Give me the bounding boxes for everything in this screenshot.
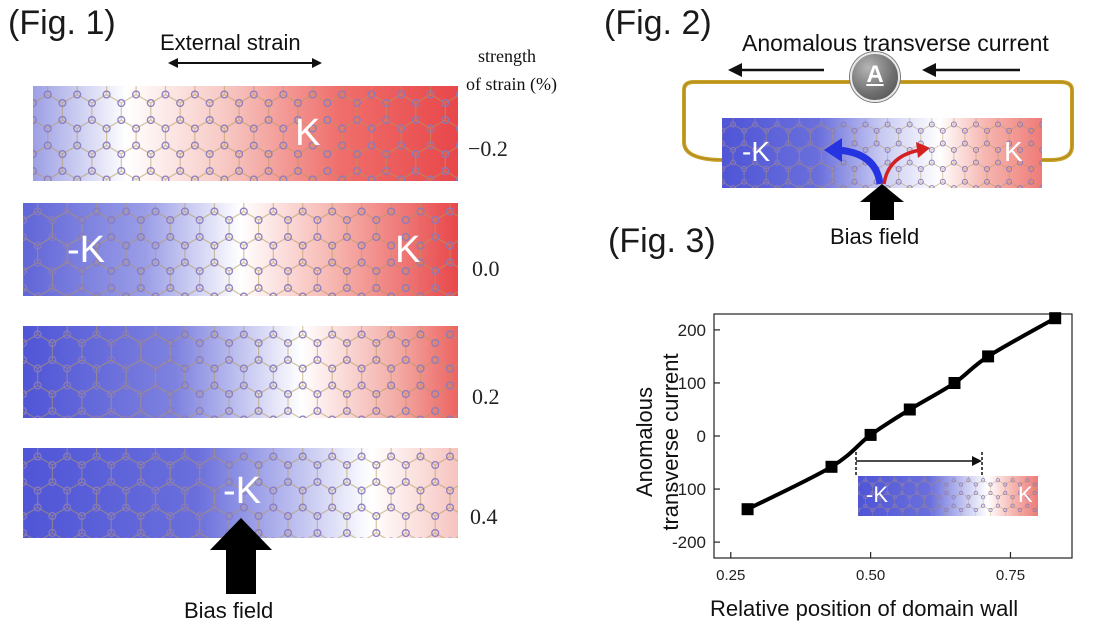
y-tick-label: 0 <box>697 427 706 446</box>
y-tick-label: -100 <box>672 480 706 499</box>
plot-frame <box>713 313 1073 559</box>
data-point <box>864 428 877 441</box>
fig1-label: (Fig. 1) <box>8 4 116 42</box>
strain-strip-2: -K K <box>23 203 458 296</box>
y-axis-label: Anomalous transverse current <box>596 312 683 572</box>
fig2-bias-field-label: Bias field <box>830 224 920 249</box>
fig2-label: (Fig. 2) <box>604 4 712 42</box>
k-valley-label: K <box>1004 136 1023 167</box>
data-point <box>903 403 916 416</box>
minus-k-valley-label: -K <box>67 229 105 271</box>
data-point <box>825 460 838 473</box>
fig2-title: Anomalous transverse current <box>742 30 1049 56</box>
k-valley-label: K <box>1018 482 1033 507</box>
current-arrow-left-icon <box>922 63 1020 77</box>
minus-k-valley-label: -K <box>742 136 770 167</box>
strain-value-1: −0.2 <box>468 136 508 161</box>
current-arrow-left-icon <box>728 63 824 77</box>
inset-range-arrow-icon <box>855 452 983 476</box>
minus-k-valley-label: -K <box>223 470 261 512</box>
y-tick-label: 100 <box>678 374 706 393</box>
strain-strip-1: K <box>33 86 458 181</box>
data-point <box>1049 312 1062 325</box>
strength-label-line1: strength <box>478 46 536 66</box>
strength-label-line2: of strain (%) <box>466 74 557 94</box>
external-strain-label: External strain <box>160 30 301 55</box>
x-tick-label: 0.25 <box>716 567 745 584</box>
inset-strip: -K K <box>858 476 1038 516</box>
data-point <box>741 503 754 516</box>
bias-field-arrow-icon <box>860 184 904 220</box>
y-tick-label: -200 <box>672 533 706 552</box>
y-axis-label-line1: Anomalous <box>632 386 657 498</box>
k-valley-label: K <box>295 112 321 154</box>
domain-wall-chart: -200 -100 0 100 200 0.25 0.50 0.75 <box>672 312 1073 584</box>
external-strain-arrow <box>168 58 322 68</box>
strain-value-4: 0.4 <box>470 504 498 529</box>
strain-value-2: 0.0 <box>472 256 500 281</box>
fig3-label: (Fig. 3) <box>608 222 716 260</box>
y-tick-label: 200 <box>678 321 706 340</box>
bias-field-label: Bias field <box>184 598 274 623</box>
valley-current-arrows-icon <box>824 138 930 185</box>
ammeter-label: A <box>866 61 884 88</box>
k-valley-label: K <box>395 229 421 271</box>
strain-value-3: 0.2 <box>472 384 500 409</box>
ammeter-icon: A <box>850 52 900 102</box>
bias-field-arrow-icon <box>210 518 272 594</box>
x-tick-label: 0.75 <box>996 567 1025 584</box>
data-point <box>982 350 995 363</box>
minus-k-valley-label: -K <box>866 482 888 507</box>
strain-strip-3 <box>23 326 458 418</box>
data-point <box>948 377 961 389</box>
x-tick-label: 0.50 <box>856 567 885 584</box>
x-axis-label: Relative position of domain wall <box>710 596 1019 621</box>
